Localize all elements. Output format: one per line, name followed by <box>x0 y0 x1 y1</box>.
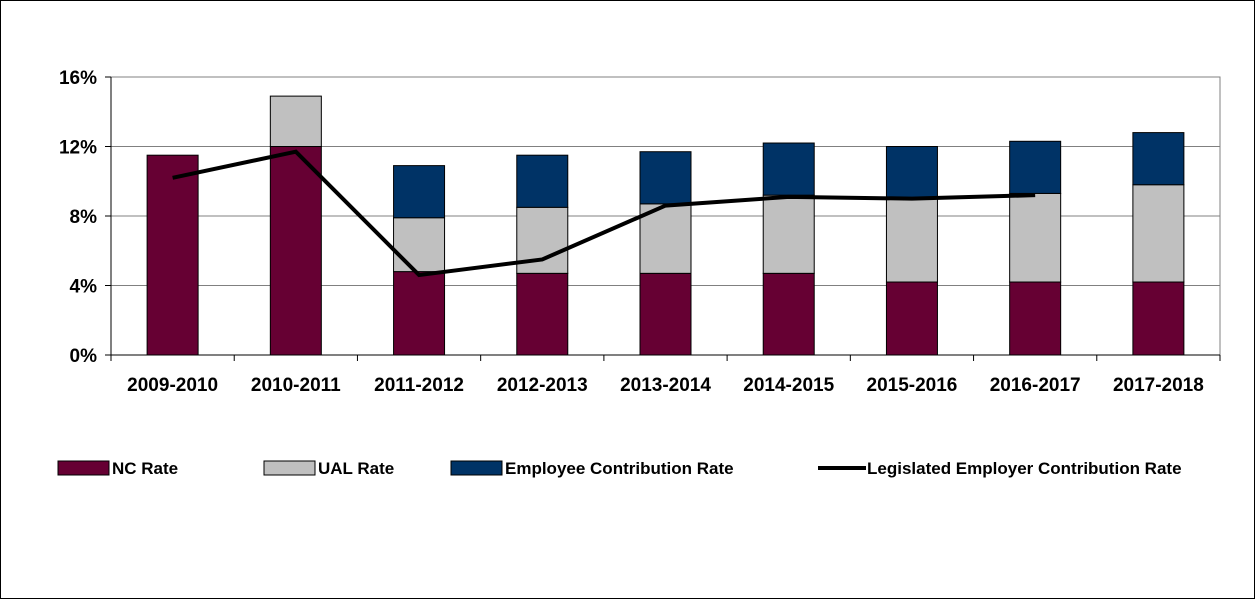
bar-employee-contribution-rate <box>762 142 815 196</box>
legend: NC Rate UAL Rate Employee Contribution Rat… <box>57 459 1182 478</box>
bar-employee-contribution-rate <box>639 151 692 205</box>
bar-employee-contribution-rate <box>1132 132 1185 186</box>
bar-nc-rate <box>1009 281 1062 356</box>
bar-nc-rate <box>762 272 815 356</box>
x-tick-label: 2011-2012 <box>374 375 464 396</box>
legend-label-legislated-employer-contribution-rate: Legislated Employer Contribution Rate <box>867 459 1182 478</box>
bar-nc-rate <box>516 272 569 356</box>
bar-ual-rate <box>269 95 322 148</box>
bar-nc-rate <box>269 146 322 356</box>
x-tick-label: 2013-2014 <box>620 375 711 396</box>
bar-nc-rate <box>639 272 692 356</box>
bar-employee-contribution-rate <box>885 146 938 200</box>
legend-swatch-employee-contribution-rate <box>450 460 503 476</box>
bar-ual-rate <box>1132 184 1185 283</box>
x-tick-label: 2017-2018 <box>1113 375 1204 396</box>
bars <box>146 95 1185 356</box>
x-tick-label: 2014-2015 <box>743 375 834 396</box>
y-tick-label: 8% <box>70 207 98 228</box>
y-tick-label: 4% <box>70 277 98 298</box>
bar-nc-rate <box>146 154 199 356</box>
bar-employee-contribution-rate <box>516 154 569 208</box>
bar-nc-rate <box>1132 281 1185 356</box>
legend-label-ual-rate: UAL Rate <box>318 459 394 478</box>
bar-ual-rate <box>885 198 938 283</box>
bar-nc-rate <box>393 271 446 356</box>
y-tick-labels: 0% 4% 8% 12% 16% <box>59 68 97 367</box>
x-tick-label: 2015-2016 <box>867 375 958 396</box>
y-tick-label: 16% <box>59 68 97 89</box>
legend-label-employee-contribution-rate: Employee Contribution Rate <box>505 459 734 478</box>
x-tick-label: 2016-2017 <box>990 375 1081 396</box>
axes <box>105 76 1221 361</box>
x-tick-labels: 2009-2010 2010-2011 2011-2012 2012-2013 2013… <box>127 375 1204 396</box>
bar-employee-contribution-rate <box>1009 140 1062 194</box>
legend-swatch-nc-rate <box>57 460 110 476</box>
legend-swatch-ual-rate <box>263 460 316 476</box>
bar-employee-contribution-rate <box>393 165 446 219</box>
x-tick-label: 2009-2010 <box>127 375 218 396</box>
bar-ual-rate <box>762 194 815 274</box>
line-series <box>172 149 1036 278</box>
x-tick-label: 2012-2013 <box>497 375 588 396</box>
bar-ual-rate <box>393 217 446 273</box>
bar-nc-rate <box>885 281 938 356</box>
y-tick-label: 12% <box>59 138 97 159</box>
line-legislated-employer-contribution-rate <box>172 149 1036 278</box>
x-tick-label: 2010-2011 <box>251 375 341 396</box>
bar-ual-rate <box>1009 192 1062 283</box>
legend-label-nc-rate: NC Rate <box>112 459 178 478</box>
y-tick-label: 0% <box>70 346 98 367</box>
